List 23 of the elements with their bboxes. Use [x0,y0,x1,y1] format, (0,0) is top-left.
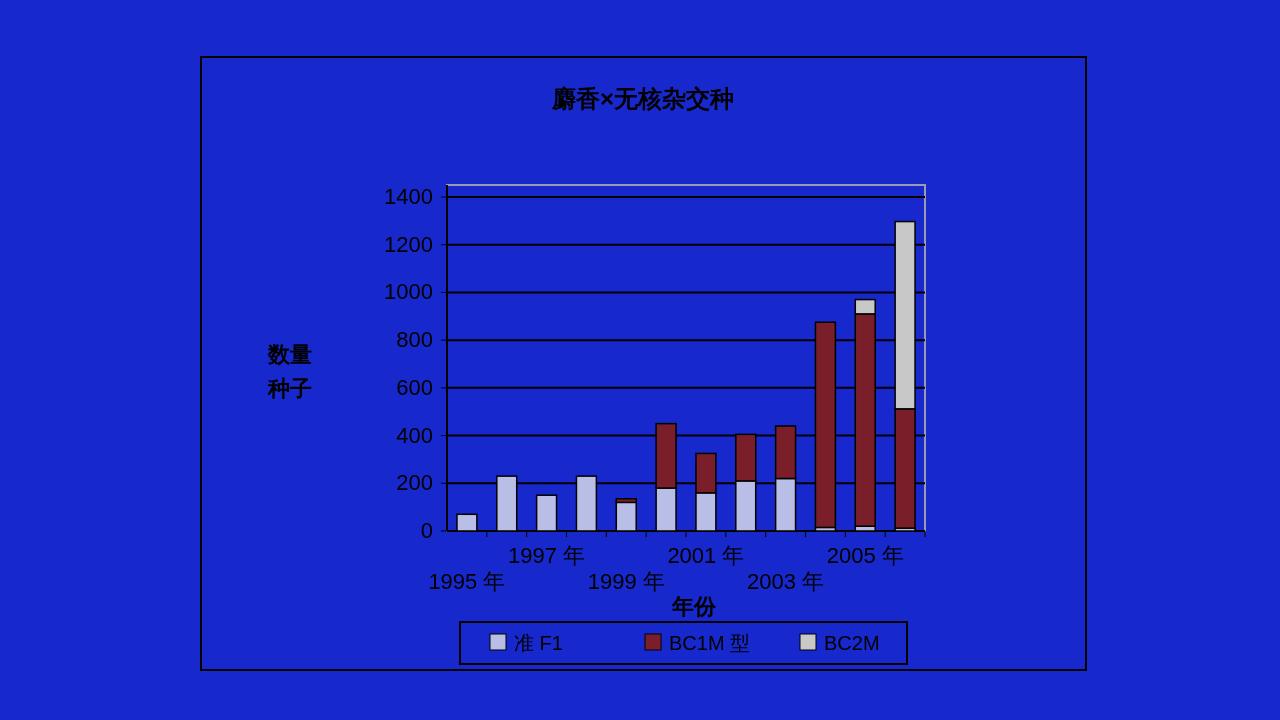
legend-label: 准 F1 [514,632,563,654]
x-axis-title: 年份 [671,594,717,619]
bar [456,513,478,532]
y-tick-label: 1000 [384,279,433,305]
x-tick-label: 2005 年 [826,543,904,568]
y-tick-label: 600 [396,374,433,400]
chart-title: 麝香×无核杂交种 [550,85,735,112]
y-tick-label: 0 [420,518,433,543]
legend-label: BC1M 型 [669,632,751,654]
bar [615,501,637,532]
y-tick-label: 1400 [384,184,433,209]
x-tick-label: 1997 年 [508,543,586,568]
x-tick-label: 1995 年 [428,569,506,594]
y-tick-label: 200 [396,470,433,496]
y-tick-label: 1200 [384,231,433,257]
y-tick-label: 400 [396,422,433,448]
legend-label: BC2M [824,632,880,654]
x-tick-label: 2003 年 [747,569,825,594]
y-tick-label: 800 [396,327,433,353]
x-tick-label: 1999 年 [587,569,665,594]
bar [535,494,558,532]
x-tick-label: 2001 年 [667,543,745,568]
y-axis-title: 数量种子 [267,342,312,401]
